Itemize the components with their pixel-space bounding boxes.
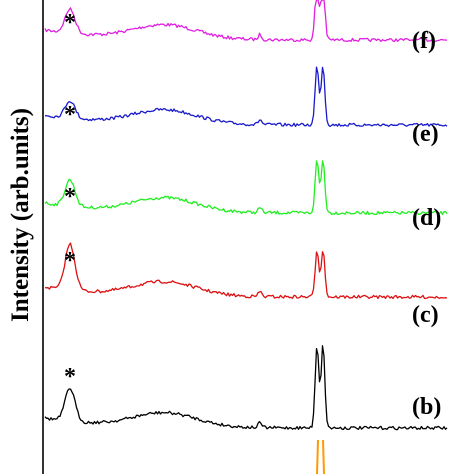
series-label-e: (e) bbox=[412, 121, 439, 147]
asterisk-marker: * bbox=[64, 10, 76, 36]
reference-peak-line bbox=[322, 439, 325, 474]
asterisk-marker: * bbox=[64, 184, 76, 210]
series-label-b: (b) bbox=[412, 394, 441, 420]
trace-group: (f) * (e) * (d) * (c) * (b) * bbox=[44, 0, 448, 474]
asterisk-marker: * bbox=[64, 248, 76, 274]
series-label-d: (d) bbox=[412, 205, 441, 231]
trace-f bbox=[44, 0, 448, 43]
y-axis-label: Intensity (arb.units) bbox=[7, 108, 34, 322]
reference-peak-line bbox=[316, 439, 319, 474]
trace-b bbox=[44, 345, 448, 431]
trace-d bbox=[44, 160, 448, 216]
trace-e bbox=[44, 66, 448, 128]
series-label-c: (c) bbox=[412, 302, 439, 328]
series-label-f: (f) bbox=[412, 28, 436, 54]
trace-c bbox=[44, 242, 448, 300]
asterisk-marker: * bbox=[64, 364, 76, 390]
asterisk-marker: * bbox=[64, 102, 76, 128]
